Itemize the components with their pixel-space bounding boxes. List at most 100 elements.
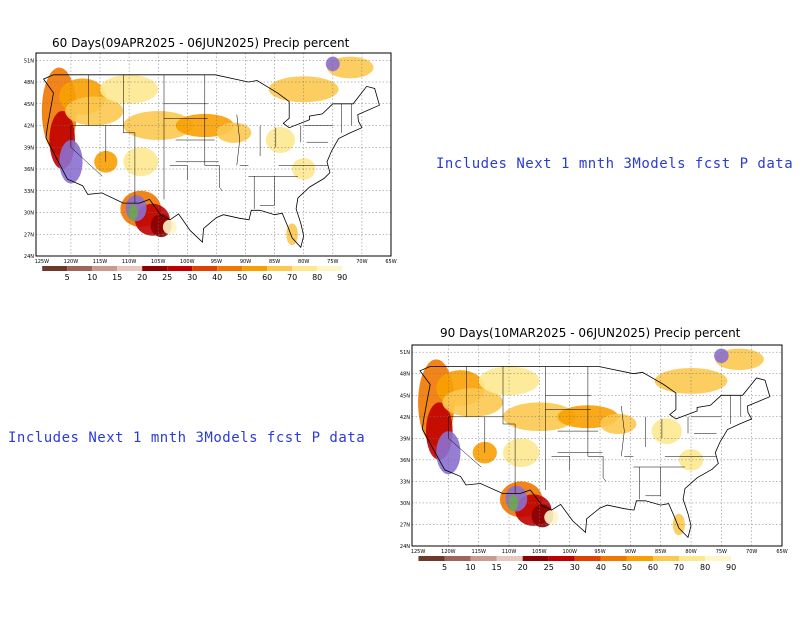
latitude-tick-label: 39N: [24, 145, 34, 151]
latitude-tick-label: 27N: [24, 232, 34, 238]
latitude-tick-label: 27N: [400, 522, 410, 528]
legend-color-swatch: [192, 266, 218, 271]
longitude-tick-label: 70W: [356, 259, 367, 265]
legend-label: 50: [237, 273, 247, 282]
precip-anomaly-area: [436, 431, 461, 475]
precip-anomaly-area: [544, 510, 559, 525]
legend-color-swatch: [574, 556, 601, 561]
legend-color-swatch: [117, 266, 143, 271]
longitude-tick-label: 90W: [625, 549, 636, 555]
state-boundary: [70, 125, 103, 177]
latitude-tick-label: 42N: [400, 415, 410, 421]
legend-color-swatch: [522, 556, 549, 561]
precip-anomaly-area: [651, 418, 682, 445]
state-boundary: [260, 176, 275, 206]
longitude-tick-label: 105W: [532, 549, 547, 555]
longitude-tick-label: 80W: [685, 549, 696, 555]
legend-label: 40: [212, 273, 222, 282]
legend-label: 40: [596, 563, 606, 572]
latitude-tick-label: 24N: [400, 544, 410, 550]
legend-color-swatch: [679, 556, 706, 561]
longitude-tick-label: 70W: [746, 549, 757, 555]
legend-color-swatch: [167, 266, 193, 271]
state-boundary: [621, 405, 625, 457]
legend-label: 25: [162, 273, 172, 282]
precip-anomaly-area: [508, 495, 519, 511]
longitude-tick-label: 65W: [385, 259, 396, 265]
forecast-note: Includes Next 1 mnth 3Models fcst P data: [8, 430, 366, 446]
longitude-tick-label: 95W: [211, 259, 222, 265]
state-boundary: [448, 416, 482, 468]
latitude-tick-label: 51N: [24, 58, 34, 64]
legend-color-swatch: [705, 556, 732, 561]
longitude-tick-label: 115W: [93, 259, 108, 265]
legend-label: 10: [465, 563, 475, 572]
longitude-tick-label: 90W: [240, 259, 251, 265]
legend-label: 5: [442, 563, 447, 572]
longitude-tick-label: 125W: [35, 259, 50, 265]
longitude-tick-label: 75W: [327, 259, 338, 265]
state-boundary: [169, 165, 188, 180]
map-content: [412, 345, 782, 546]
latitude-tick-label: 36N: [400, 458, 410, 464]
legend-label: 20: [518, 563, 528, 572]
precip-anomaly-area: [265, 126, 295, 154]
legend-label: 10: [87, 273, 97, 282]
legend-label: 30: [187, 273, 197, 282]
precip-anomaly-area: [600, 413, 637, 435]
longitude-tick-label: 110W: [502, 549, 517, 555]
latitude-tick-label: 45N: [24, 102, 34, 108]
longitude-tick-label: 65W: [776, 549, 787, 555]
longitude-tick-label: 100W: [562, 549, 577, 555]
legend-color-swatch: [67, 266, 93, 271]
map-frame: [35, 52, 392, 257]
map-frame: [411, 344, 783, 547]
latitude-tick-label: 48N: [24, 80, 34, 86]
legend-label: 25: [544, 563, 554, 572]
longitude-tick-label: 115W: [471, 549, 486, 555]
us-outline: [419, 366, 771, 539]
latitude-tick-label: 30N: [24, 211, 34, 217]
legend-label: 90: [337, 273, 347, 282]
legend-color-swatch: [496, 556, 523, 561]
longitude-tick-label: 105W: [151, 259, 166, 265]
latitude-tick-label: 33N: [24, 189, 34, 195]
longitude-tick-label: 85W: [269, 259, 280, 265]
precip-anomaly-area: [65, 96, 124, 126]
legend-color-swatch: [217, 266, 243, 271]
latitude-tick-label: 45N: [400, 393, 410, 399]
state-boundary: [645, 467, 661, 497]
precip-anomaly-area: [128, 204, 138, 221]
state-boundary: [502, 366, 516, 453]
legend-color-swatch: [418, 556, 445, 561]
legend-label: 30: [570, 563, 580, 572]
legend-color-swatch: [444, 556, 471, 561]
legend-color-swatch: [548, 556, 575, 561]
precip-anomaly-area: [162, 219, 177, 235]
us-outline: [42, 74, 380, 249]
longitude-tick-label: 75W: [716, 549, 727, 555]
legend-label: 20: [137, 273, 147, 282]
legend-color-swatch: [142, 266, 168, 271]
state-boundary: [551, 456, 570, 471]
map-title: 90 Days(10MAR2025 - 06JUN2025) Precip pe…: [440, 326, 741, 340]
legend-label: 15: [112, 273, 122, 282]
legend-color-swatch: [626, 556, 653, 561]
legend-label: 15: [492, 563, 502, 572]
longitude-tick-label: 125W: [411, 549, 426, 555]
precip-anomaly-area: [678, 449, 704, 471]
forecast-note: Includes Next 1 mnth 3Models fcst P data: [436, 156, 794, 172]
latitude-tick-label: 30N: [400, 501, 410, 507]
latitude-tick-label: 51N: [400, 350, 410, 356]
state-boundary: [236, 114, 240, 166]
longitude-tick-label: 120W: [441, 549, 456, 555]
state-boundary: [602, 456, 607, 482]
latitude-tick-label: 42N: [24, 124, 34, 130]
precip-anomaly-area: [502, 438, 540, 468]
map-title: 60 Days(09APR2025 - 06JUN2025) Precip pe…: [52, 36, 350, 50]
longitude-tick-label: 120W: [64, 259, 79, 265]
longitude-tick-label: 80W: [298, 259, 309, 265]
state-boundary: [204, 74, 220, 166]
precip-anomaly-area: [442, 388, 503, 417]
